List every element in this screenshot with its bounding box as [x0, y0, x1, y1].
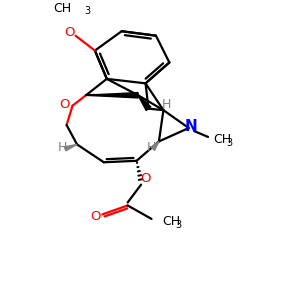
Text: O: O — [59, 98, 70, 111]
Text: O: O — [140, 172, 151, 184]
Text: CH: CH — [53, 2, 71, 15]
Text: O: O — [91, 210, 101, 223]
Polygon shape — [152, 141, 159, 150]
Text: H: H — [162, 98, 171, 111]
Text: 3: 3 — [226, 138, 232, 148]
Text: H: H — [57, 141, 67, 154]
Text: O: O — [64, 26, 75, 39]
Text: CH: CH — [162, 215, 180, 228]
Polygon shape — [86, 93, 138, 98]
Text: H: H — [147, 141, 156, 154]
Text: CH: CH — [213, 134, 231, 146]
Text: N: N — [184, 119, 197, 134]
Polygon shape — [138, 95, 151, 110]
Text: 3: 3 — [175, 220, 182, 230]
Text: 3: 3 — [84, 6, 90, 16]
Polygon shape — [64, 144, 77, 151]
